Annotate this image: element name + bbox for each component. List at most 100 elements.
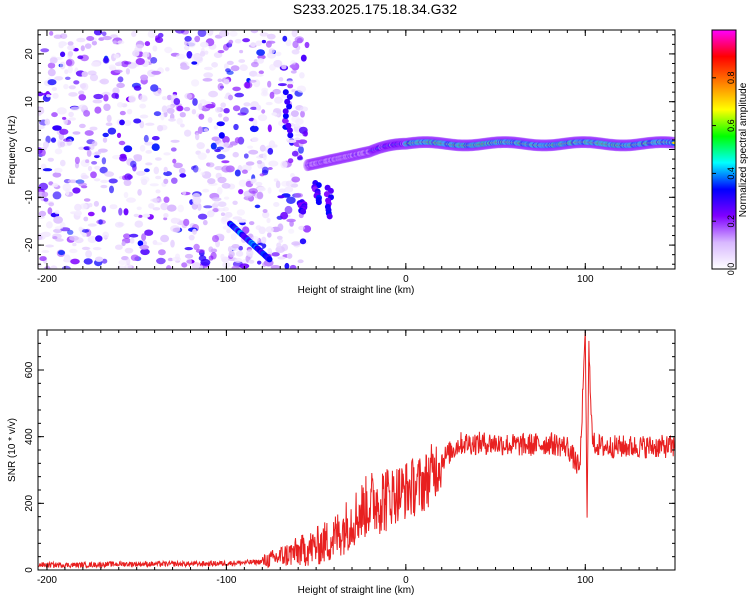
noise-blob [100, 179, 109, 184]
x-tick-label: 100 [577, 575, 594, 586]
noise-blob [232, 86, 241, 92]
noise-blob [166, 204, 177, 212]
noise-blob [217, 186, 223, 195]
noise-blob [259, 173, 265, 177]
noise-blob [90, 171, 97, 179]
streak-blob [282, 89, 289, 96]
noise-blob [152, 45, 158, 52]
noise-blob [133, 85, 142, 91]
noise-blob [203, 128, 209, 132]
noise-blob [184, 92, 193, 100]
noise-blob [223, 116, 229, 122]
noise-blob [138, 214, 143, 218]
noise-blob [131, 31, 137, 37]
noise-blob [267, 80, 272, 88]
streak-blob [284, 98, 291, 105]
noise-blob [63, 83, 69, 90]
noise-blob [153, 166, 160, 175]
noise-blob [271, 252, 280, 257]
noise-blob [180, 65, 190, 70]
noise-blob [229, 30, 238, 37]
noise-blob [111, 92, 119, 99]
noise-blob [85, 159, 90, 164]
noise-blob [251, 61, 259, 68]
noise-blob [280, 211, 289, 220]
noise-blob [261, 166, 269, 174]
noise-blob [290, 70, 297, 74]
noise-blob [219, 30, 230, 37]
trail-blob [266, 256, 273, 263]
noise-blob [105, 122, 113, 126]
spectrogram-y-label: Frequency (Hz) [7, 116, 18, 185]
noise-blob [128, 95, 137, 103]
noise-blob [170, 147, 177, 152]
noise-blob [93, 93, 104, 100]
noise-blob [251, 137, 259, 142]
noise-blob [67, 51, 74, 57]
noise-blob [233, 123, 239, 131]
noise-blob [234, 169, 241, 177]
noise-blob [87, 223, 97, 227]
noise-blob [47, 157, 54, 162]
noise-blob [265, 226, 274, 233]
noise-blob [183, 218, 190, 227]
noise-blob [238, 179, 248, 187]
noise-blob [130, 160, 137, 168]
noise-blob [163, 152, 171, 156]
noise-blob [269, 91, 275, 99]
noise-blob [52, 191, 62, 200]
noise-blob [165, 67, 170, 72]
noise-blob [102, 132, 109, 138]
noise-blob [125, 68, 130, 75]
colorbar-label: Normalized spectral amplitude [738, 82, 749, 217]
noise-blob [161, 105, 168, 113]
noise-blob [68, 92, 78, 97]
noise-blob [198, 103, 203, 111]
noise-blob [142, 51, 150, 58]
noise-blob [143, 134, 149, 143]
streak-blob [327, 187, 334, 194]
noise-blob [119, 155, 128, 162]
spectrogram-y-axis: -20 -10 0 10 20 [24, 34, 675, 265]
noise-blob [186, 258, 192, 266]
noise-blob [154, 242, 163, 246]
colorbar-ticks: 0.0 0.2 0.4 0.6 0.8 [712, 72, 736, 275]
noise-blob [207, 30, 214, 36]
noise-blob [231, 244, 240, 249]
noise-blob [208, 90, 219, 98]
noise-blob [197, 126, 203, 134]
noise-blob [285, 80, 295, 85]
noise-blob [220, 102, 226, 108]
noise-blob [300, 106, 309, 112]
page-title: S233.2025.175.18.34.G32 [292, 1, 458, 17]
noise-blob [139, 103, 147, 109]
x-tick-label: -200 [37, 274, 57, 285]
noise-blob [295, 118, 304, 125]
noise-blob [109, 66, 117, 71]
noise-blob [63, 138, 71, 142]
noise-blob [278, 238, 284, 243]
noise-blob [155, 37, 164, 43]
noise-blob [42, 141, 49, 149]
noise-blob [175, 30, 185, 34]
noise-blob [52, 92, 59, 99]
noise-blob [272, 88, 282, 95]
noise-blob [227, 246, 233, 253]
noise-blob [118, 140, 126, 146]
noise-blob [218, 113, 223, 118]
noise-blob [160, 202, 169, 211]
noise-blob [53, 228, 63, 233]
noise-blob [109, 204, 118, 210]
noise-blob [222, 206, 229, 212]
noise-blob [95, 235, 103, 242]
noise-blob [277, 83, 287, 87]
noise-blob [294, 123, 300, 127]
noise-blob [133, 155, 143, 162]
noise-blob [152, 207, 161, 211]
noise-blob [141, 233, 147, 241]
noise-blob [220, 212, 226, 216]
noise-blob [267, 124, 272, 133]
noise-blob [59, 61, 66, 70]
noise-blob [101, 157, 107, 165]
